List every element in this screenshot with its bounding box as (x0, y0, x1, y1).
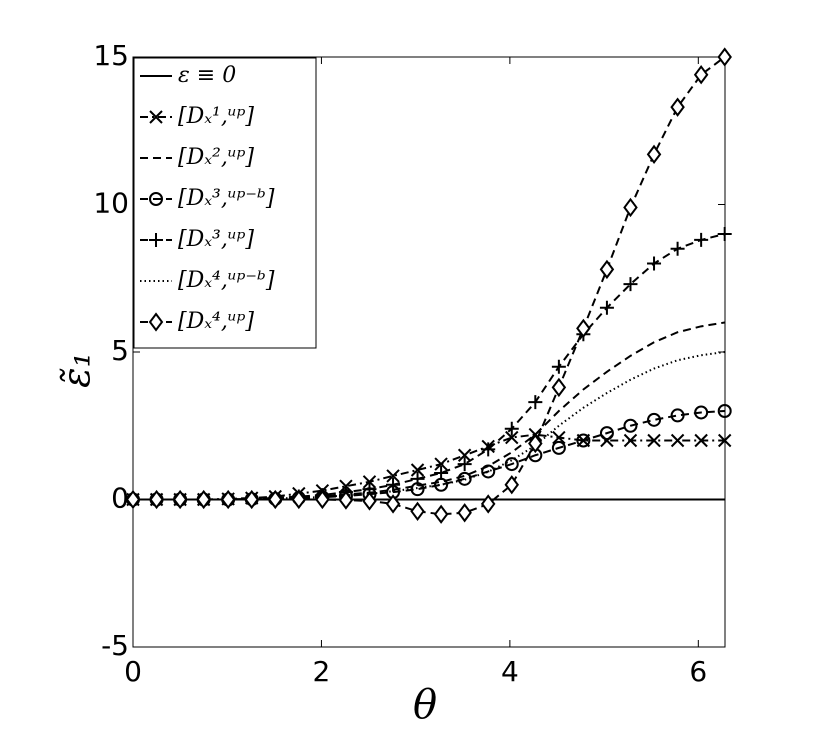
marker (338, 490, 354, 510)
marker (670, 408, 685, 423)
marker (646, 144, 662, 165)
marker (481, 464, 496, 479)
legend-marker (149, 192, 163, 206)
marker (694, 433, 708, 448)
legend: ε ≡ 0 [Dₓ¹,ᵘᵖ] [Dₓ²,ᵘᵖ] [Dₓ³,ᵘᵖ⁻ᵇ] [Dₓ³,ᵘᵖ] [… (133, 57, 317, 349)
y-tick-label: 5 (111, 334, 129, 367)
legend-label: [Dₓ⁴,ᵘᵖ] (178, 309, 254, 334)
marker (149, 489, 164, 510)
marker (505, 430, 519, 445)
marker (670, 433, 685, 448)
marker (410, 501, 425, 521)
series-line (133, 56, 726, 516)
marker (717, 227, 732, 241)
marker (528, 433, 543, 454)
x-tick-label: 2 (313, 655, 331, 688)
marker (670, 241, 685, 256)
marker (386, 469, 400, 483)
marker (647, 256, 662, 271)
marker (172, 489, 188, 510)
legend-box (133, 57, 317, 349)
legend-label: [Dₓ⁴,ᵘᵖ⁻ᵇ] (178, 268, 275, 293)
marker (551, 377, 567, 398)
marker (457, 471, 472, 486)
marker (410, 471, 425, 486)
marker (315, 489, 330, 510)
legend-label: [Dₓ²,ᵘᵖ] (178, 145, 254, 170)
y-tick-label: 10 (93, 187, 129, 220)
marker (291, 489, 307, 510)
legend-marker (149, 110, 163, 124)
marker (125, 489, 141, 510)
marker (457, 503, 472, 523)
legend-label: ε ≡ 0 (178, 63, 236, 88)
marker (480, 494, 496, 514)
marker (268, 489, 283, 510)
marker (717, 47, 732, 67)
marker (693, 65, 709, 85)
legend-label: [Dₓ³,ᵘᵖ] (178, 227, 254, 252)
marker (551, 440, 566, 455)
legend-label: [Dₓ³,ᵘᵖ⁻ᵇ] (178, 186, 275, 211)
series-line (133, 321, 725, 501)
marker (670, 97, 685, 117)
marker (504, 421, 519, 436)
marker (434, 465, 449, 480)
marker (599, 259, 615, 280)
marker (457, 448, 472, 462)
marker (623, 418, 638, 433)
y-tick-label: 15 (93, 39, 129, 72)
marker (196, 489, 211, 510)
series-line (133, 433, 725, 501)
legend-marker (149, 233, 163, 247)
marker (552, 430, 566, 445)
marker (623, 277, 638, 292)
marker (599, 300, 614, 315)
marker (647, 412, 662, 427)
marker (551, 359, 566, 374)
marker (434, 457, 448, 471)
marker (504, 457, 519, 472)
legend-label: [Dₓ¹,ᵘᵖ] (178, 104, 254, 129)
marker (386, 477, 401, 492)
marker (717, 433, 732, 448)
marker (576, 433, 591, 448)
marker (528, 395, 543, 410)
marker (362, 491, 377, 511)
x-tick-label: 6 (689, 655, 707, 688)
x-axis-label: θ (413, 682, 437, 728)
marker (362, 475, 377, 489)
marker (410, 463, 425, 477)
marker (385, 494, 401, 514)
marker (504, 475, 520, 495)
marker (647, 433, 661, 448)
marker (694, 405, 709, 420)
x-tick-label: 0 (124, 655, 142, 688)
marker (623, 197, 638, 218)
x-tick-label: 4 (501, 655, 519, 688)
marker (717, 404, 732, 418)
marker (694, 232, 709, 247)
marker (623, 433, 638, 448)
marker (457, 457, 472, 472)
marker (433, 504, 449, 524)
y-tick-label: 0 (111, 482, 129, 515)
marker (481, 442, 496, 457)
legend-marker (148, 312, 164, 332)
marker (244, 489, 259, 510)
marker (576, 318, 591, 339)
y-axis-label: ε̃₁ (55, 352, 99, 388)
series-line (133, 233, 725, 501)
marker (599, 426, 614, 441)
marker (220, 489, 236, 510)
y-tick-label: -5 (101, 629, 129, 662)
